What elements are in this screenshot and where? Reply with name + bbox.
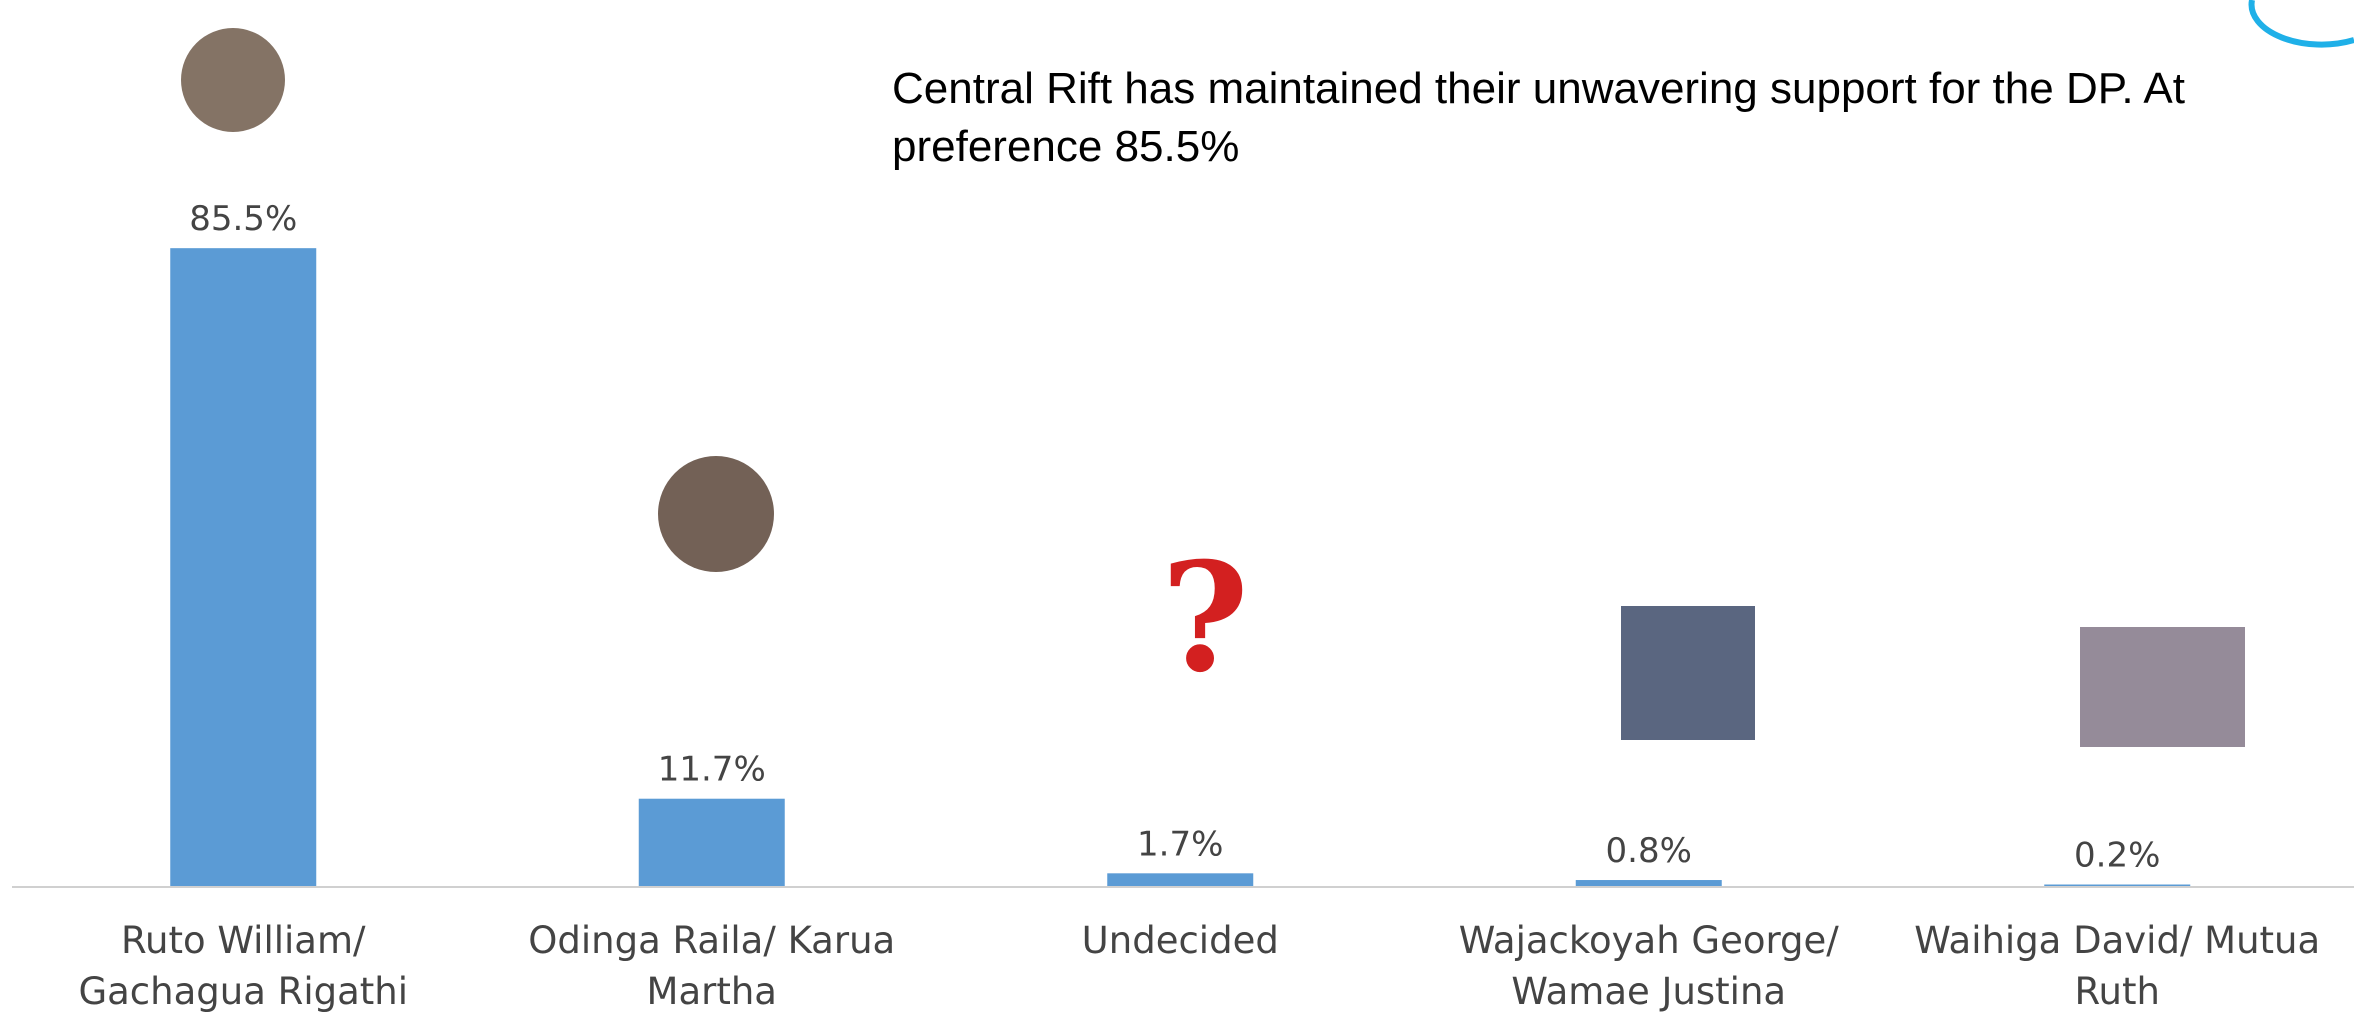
decor-arc	[2252, 0, 2354, 45]
x-tick-label: Odinga Raila/ Karua Martha	[502, 915, 922, 1017]
value-label: 85.5%	[189, 199, 297, 239]
value-label: 0.2%	[2074, 836, 2160, 876]
value-label: 0.8%	[1606, 831, 1692, 871]
x-tick-label: Waihiga David/ Mutua Ruth	[1907, 915, 2327, 1017]
x-tick-label: Ruto William/ Gachagua Rigathi	[33, 915, 453, 1017]
bar	[639, 799, 785, 886]
bar	[2044, 885, 2190, 886]
photo	[2080, 627, 2245, 747]
x-tick-label: Wajackoyah George/ Wamae Justina	[1439, 915, 1859, 1017]
value-label: 1.7%	[1137, 824, 1223, 864]
question-icon: ?	[1161, 530, 1249, 706]
bar	[1107, 873, 1253, 886]
photo	[1621, 606, 1755, 740]
bar	[1576, 880, 1722, 886]
bar	[170, 248, 316, 886]
value-label: 11.7%	[658, 750, 766, 790]
photo	[658, 456, 774, 572]
page: ? 85.5% 11.7% 1.7% 0.8% 0.2% Central Rift ha…	[0, 0, 2354, 1019]
chart-title: Central Rift has maintained their unwave…	[892, 60, 2292, 176]
x-tick-label: Undecided	[970, 915, 1390, 966]
photo	[181, 28, 285, 132]
